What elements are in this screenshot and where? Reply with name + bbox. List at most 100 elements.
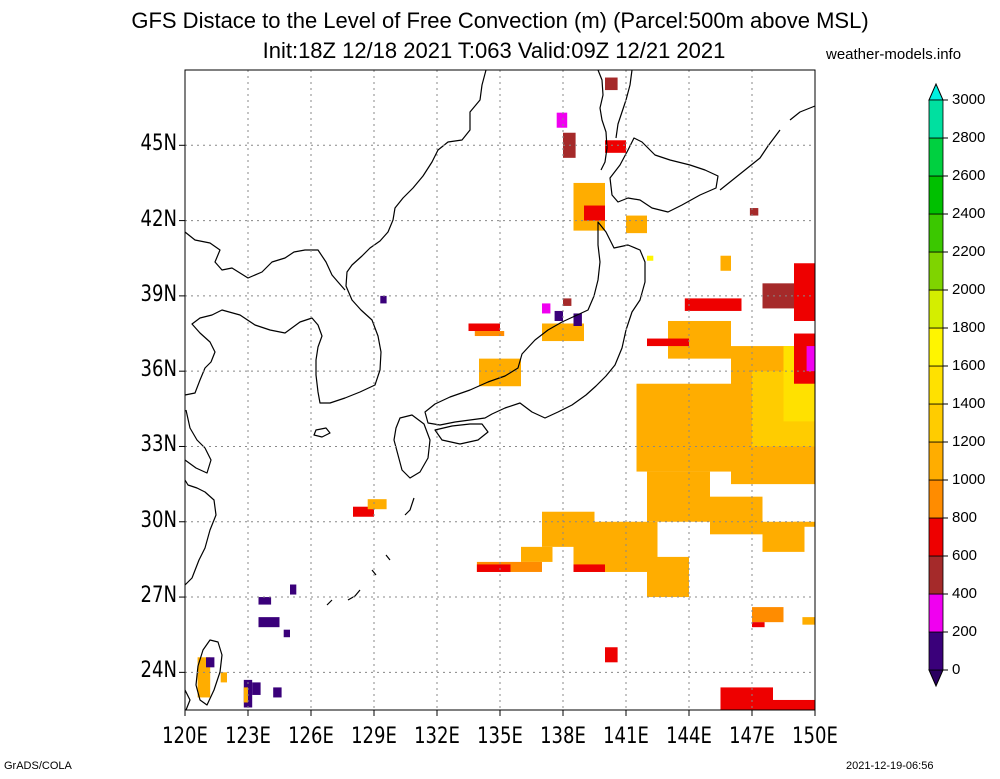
colorbar-label: 2200 — [952, 243, 986, 260]
colorbar-label: 2600 — [952, 167, 986, 184]
field-cell — [243, 687, 248, 703]
field-cell — [542, 323, 584, 342]
lat-label: 27N — [140, 583, 177, 609]
colorbar-segment — [928, 403, 944, 443]
colorbar-label: 1800 — [952, 319, 986, 336]
site-label[interactable]: weather-models.info — [826, 46, 962, 63]
colorbar-label: 800 — [952, 509, 978, 526]
colorbar-label: 200 — [952, 623, 978, 640]
lat-label: 24N — [140, 658, 177, 684]
lat-label: 36N — [140, 357, 177, 383]
field-cell — [584, 205, 605, 221]
lon-label: 126E — [288, 724, 334, 749]
field-cell — [749, 208, 759, 216]
field-cell — [542, 303, 551, 314]
field-cell — [605, 77, 618, 91]
colorbar-min-arrow — [928, 669, 944, 688]
colorbar-label: 2800 — [952, 129, 986, 146]
lon-label: 135E — [477, 724, 523, 749]
lon-label: 147E — [729, 724, 775, 749]
colorbar-label: 600 — [952, 547, 978, 564]
gridlines — [185, 70, 815, 710]
field-cell — [720, 687, 773, 710]
colorbar-label: 1400 — [952, 395, 986, 412]
colorbar-label: 1200 — [952, 433, 986, 450]
colorbar-label: 0 — [952, 661, 961, 678]
field-cell — [573, 521, 658, 572]
colorbar-max-arrow — [928, 82, 944, 101]
field-cell — [794, 263, 815, 321]
field-cell — [563, 298, 572, 306]
coast-jeju — [313, 427, 331, 438]
field-cell — [252, 682, 261, 695]
colorbar-segment — [928, 365, 944, 405]
chart-subtitle: Init:18Z 12/18 2021 T:063 Valid:09Z 12/2… — [262, 38, 726, 63]
coast-kyushu — [393, 414, 431, 479]
colorbar-segment — [928, 441, 944, 481]
field-cell — [752, 622, 765, 628]
field-cell — [283, 629, 290, 638]
coast-asia — [184, 69, 487, 586]
field-cell — [647, 255, 654, 261]
field-cell — [521, 546, 553, 562]
lon-label: 123E — [225, 724, 271, 749]
colorbar-label: 1000 — [952, 471, 986, 488]
colorbar-segment — [928, 289, 944, 329]
field-cell — [626, 215, 647, 234]
field-cell — [479, 358, 521, 387]
field-cell — [476, 564, 511, 572]
coast-taiwan — [195, 639, 223, 706]
field-cell — [684, 298, 742, 311]
lat-label: 39N — [140, 281, 177, 307]
coast-ryukyu — [326, 497, 415, 606]
colorbar-segment — [928, 175, 944, 215]
field-cell — [468, 323, 500, 332]
field-cell — [474, 331, 505, 337]
colorbar-segment — [928, 631, 944, 671]
field-cell — [258, 617, 280, 628]
field-cell — [258, 597, 272, 605]
coast-honshu — [424, 221, 646, 426]
lon-label: 150E — [792, 724, 838, 749]
colorbar-label: 3000 — [952, 91, 986, 108]
colorbar-label: 400 — [952, 585, 978, 602]
lon-label: 120E — [162, 724, 208, 749]
lon-label: 129E — [351, 724, 397, 749]
colorbar — [928, 82, 948, 688]
field-cell — [794, 521, 815, 527]
colorbar-segment — [928, 213, 944, 253]
lon-label: 132E — [414, 724, 460, 749]
colorbar-segment — [928, 555, 944, 595]
colorbar-segment — [928, 593, 944, 633]
field-cell — [710, 496, 763, 535]
field-cell — [636, 383, 742, 472]
coast-shikoku — [434, 423, 489, 445]
lat-label: 45N — [140, 131, 177, 157]
lon-label: 144E — [666, 724, 712, 749]
axis-ticks — [179, 144, 816, 716]
field-cell — [773, 699, 815, 710]
colorbar-label: 2000 — [952, 281, 986, 298]
colorbar-segment — [928, 479, 944, 519]
colorbar-label: 1600 — [952, 357, 986, 374]
field-cell — [605, 140, 626, 153]
coastlines — [184, 69, 816, 711]
field-cell — [367, 499, 387, 510]
field-layer — [197, 77, 815, 710]
footer-right: 2021-12-19-06:56 — [846, 760, 934, 772]
lat-label: 42N — [140, 206, 177, 232]
field-cell — [556, 112, 568, 128]
field-cell — [802, 617, 815, 625]
colorbar-segment — [928, 327, 944, 367]
colorbar-segment — [928, 137, 944, 177]
field-cell — [206, 657, 215, 668]
field-cell — [752, 607, 784, 623]
chart-title: GFS Distace to the Level of Free Convect… — [131, 8, 869, 33]
field-cell — [647, 338, 689, 347]
field-cell — [720, 255, 731, 271]
coast-hokkaido — [609, 137, 719, 213]
lon-label: 141E — [603, 724, 649, 749]
field-cell — [353, 506, 374, 517]
coast-china-north — [184, 231, 346, 291]
